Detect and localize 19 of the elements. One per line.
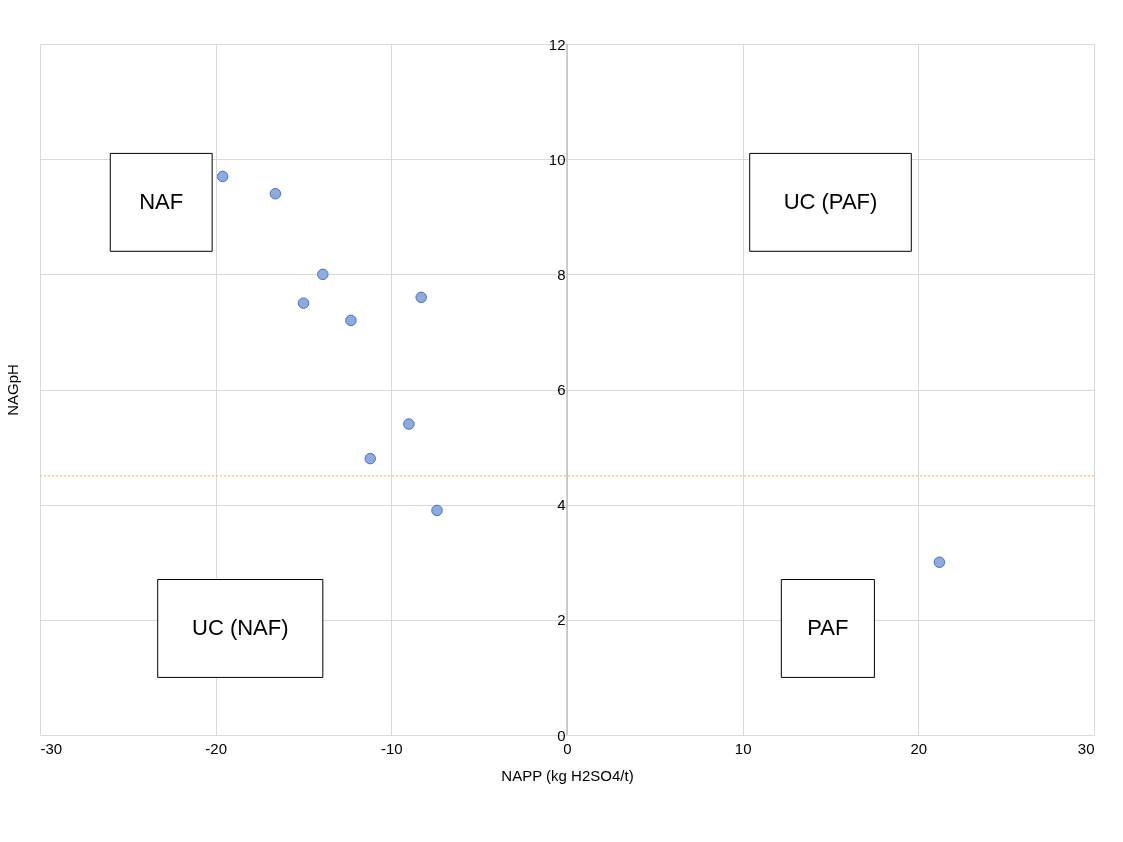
x-tick-label: 20	[910, 739, 928, 757]
y-tick-label: 0	[557, 726, 566, 744]
annotation: PAF	[807, 615, 849, 641]
y-tick-label: 10	[548, 150, 566, 168]
x-tick-label: 30	[1077, 739, 1095, 757]
y-tick-label: 6	[557, 381, 566, 398]
annotation: NAF	[139, 189, 184, 215]
x-axis-title: NAPP (kg H2SO4/t)	[501, 766, 634, 784]
y-tick-label: 2	[557, 611, 566, 629]
annotation: UC (NAF)	[191, 615, 289, 641]
x-tick-label: -10	[380, 739, 403, 757]
x-tick-label: -20	[205, 739, 228, 757]
y-tick-label: 4	[557, 496, 566, 514]
y-tick-label: 12	[548, 35, 566, 53]
y-tick-label: 8	[557, 265, 566, 283]
y-axis-title: NAGpH	[3, 364, 21, 416]
x-tick-label: -30	[40, 739, 63, 757]
annotation: UC (PAF)	[783, 189, 878, 215]
x-tick-label: 10	[734, 739, 752, 757]
